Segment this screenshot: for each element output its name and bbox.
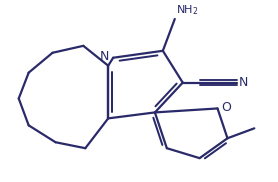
- Text: O: O: [222, 101, 231, 114]
- Text: NH$_2$: NH$_2$: [176, 4, 198, 17]
- Text: N: N: [239, 76, 248, 89]
- Text: N: N: [100, 50, 109, 63]
